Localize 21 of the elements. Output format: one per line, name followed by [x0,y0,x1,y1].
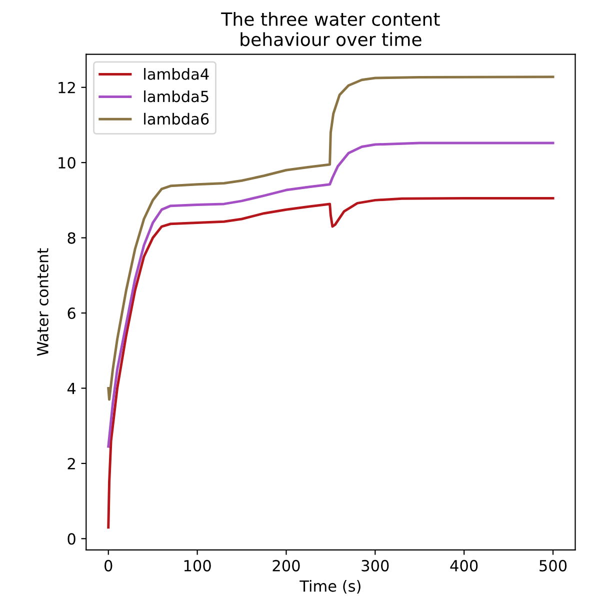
y-tick-label: 10 [58,157,76,169]
y-tick-label: 0 [68,533,76,545]
x-tick-label: 200 [272,560,300,572]
x-axis-title: Time (s) [300,580,360,594]
y-tick-label: 12 [58,82,75,94]
y-tick-label: 2 [68,458,75,470]
x-tick-label: 500 [540,560,567,572]
x-tick-label: 400 [450,560,478,572]
chart-title: The three water content behaviour over time [221,12,440,46]
y-tick-label: 4 [67,382,76,394]
x-tick-label: 100 [184,560,211,572]
y-tick-label: 6 [68,307,76,320]
x-tick-label: 300 [362,560,389,572]
line-series [107,197,554,529]
legend-label: lambda4 [144,68,209,80]
y-tick-label: 8 [68,232,76,244]
y-axis-title: Water content [37,248,48,356]
legend-label: lambda5 [144,90,208,102]
legend-label: lambda6 [144,112,209,125]
line-series [107,142,554,448]
x-tick-label: 0 [104,560,112,572]
